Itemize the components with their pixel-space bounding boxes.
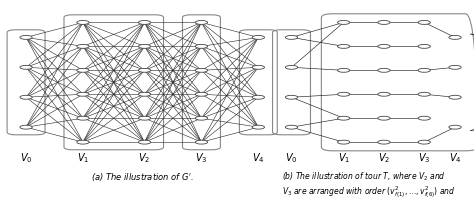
Circle shape — [418, 20, 430, 24]
Circle shape — [378, 20, 390, 24]
Text: $V_3$: $V_3$ — [418, 151, 430, 165]
Circle shape — [337, 116, 350, 120]
Circle shape — [20, 95, 32, 99]
Circle shape — [337, 20, 350, 24]
Circle shape — [77, 92, 89, 96]
Circle shape — [138, 140, 151, 144]
Circle shape — [285, 95, 298, 99]
Circle shape — [449, 35, 461, 39]
Circle shape — [20, 65, 32, 69]
Text: $V_0$: $V_0$ — [285, 151, 298, 165]
Text: (b) The illustration of tour $T$, where $V_2$ and
$V_3$ are arranged with order : (b) The illustration of tour $T$, where … — [282, 171, 456, 199]
Circle shape — [77, 140, 89, 144]
Circle shape — [418, 140, 430, 144]
Circle shape — [337, 92, 350, 96]
Circle shape — [378, 140, 390, 144]
Circle shape — [195, 44, 208, 48]
Circle shape — [337, 44, 350, 48]
Circle shape — [418, 116, 430, 120]
Circle shape — [378, 68, 390, 72]
Text: $V_0$: $V_0$ — [20, 151, 32, 165]
Text: $V_3$: $V_3$ — [195, 151, 208, 165]
Text: $V_4$: $V_4$ — [449, 151, 461, 165]
Circle shape — [285, 65, 298, 69]
Circle shape — [449, 95, 461, 99]
Circle shape — [418, 68, 430, 72]
Text: $V_1$: $V_1$ — [77, 151, 89, 165]
Circle shape — [378, 44, 390, 48]
Circle shape — [285, 125, 298, 129]
Circle shape — [449, 65, 461, 69]
Circle shape — [252, 95, 264, 99]
Circle shape — [77, 20, 89, 24]
Circle shape — [138, 20, 151, 24]
Circle shape — [252, 65, 264, 69]
Circle shape — [138, 92, 151, 96]
Circle shape — [378, 116, 390, 120]
Text: $V_1$: $V_1$ — [337, 151, 350, 165]
Circle shape — [337, 68, 350, 72]
Text: $V_4$: $V_4$ — [252, 151, 264, 165]
Circle shape — [138, 116, 151, 120]
Circle shape — [252, 35, 264, 39]
Circle shape — [195, 68, 208, 72]
Circle shape — [138, 68, 151, 72]
Circle shape — [337, 140, 350, 144]
Circle shape — [77, 116, 89, 120]
Text: $V_2$: $V_2$ — [378, 151, 390, 165]
Circle shape — [138, 44, 151, 48]
Circle shape — [195, 20, 208, 24]
Text: $V_2$: $V_2$ — [138, 151, 151, 165]
Circle shape — [20, 125, 32, 129]
Circle shape — [20, 35, 32, 39]
Circle shape — [449, 125, 461, 129]
Circle shape — [195, 140, 208, 144]
Circle shape — [285, 35, 298, 39]
Circle shape — [252, 125, 264, 129]
Circle shape — [418, 92, 430, 96]
Text: (a) The illustration of $G'$.: (a) The illustration of $G'$. — [91, 171, 194, 182]
Circle shape — [77, 68, 89, 72]
Circle shape — [195, 92, 208, 96]
Circle shape — [77, 44, 89, 48]
Circle shape — [418, 44, 430, 48]
Circle shape — [195, 116, 208, 120]
Circle shape — [378, 92, 390, 96]
